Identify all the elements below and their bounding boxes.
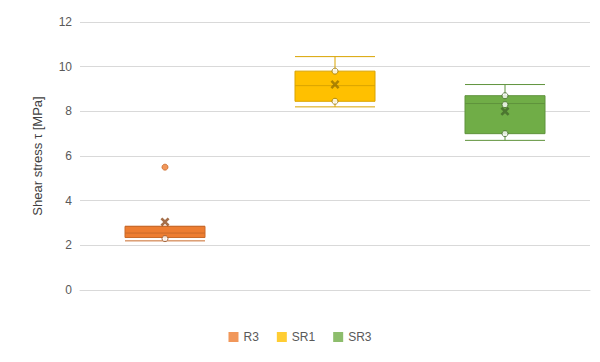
svg-text:0: 0 [65, 283, 72, 297]
svg-text:12: 12 [59, 15, 73, 29]
svg-text:2: 2 [65, 238, 72, 252]
svg-text:SR3: SR3 [348, 330, 372, 344]
svg-text:8: 8 [65, 104, 72, 118]
svg-text:Shear stress τ [MPa]: Shear stress τ [MPa] [30, 96, 45, 215]
svg-text:SR1: SR1 [292, 330, 316, 344]
svg-text:10: 10 [59, 60, 73, 74]
svg-text:R3: R3 [243, 330, 259, 344]
svg-text:6: 6 [65, 149, 72, 163]
svg-text:4: 4 [65, 194, 72, 208]
